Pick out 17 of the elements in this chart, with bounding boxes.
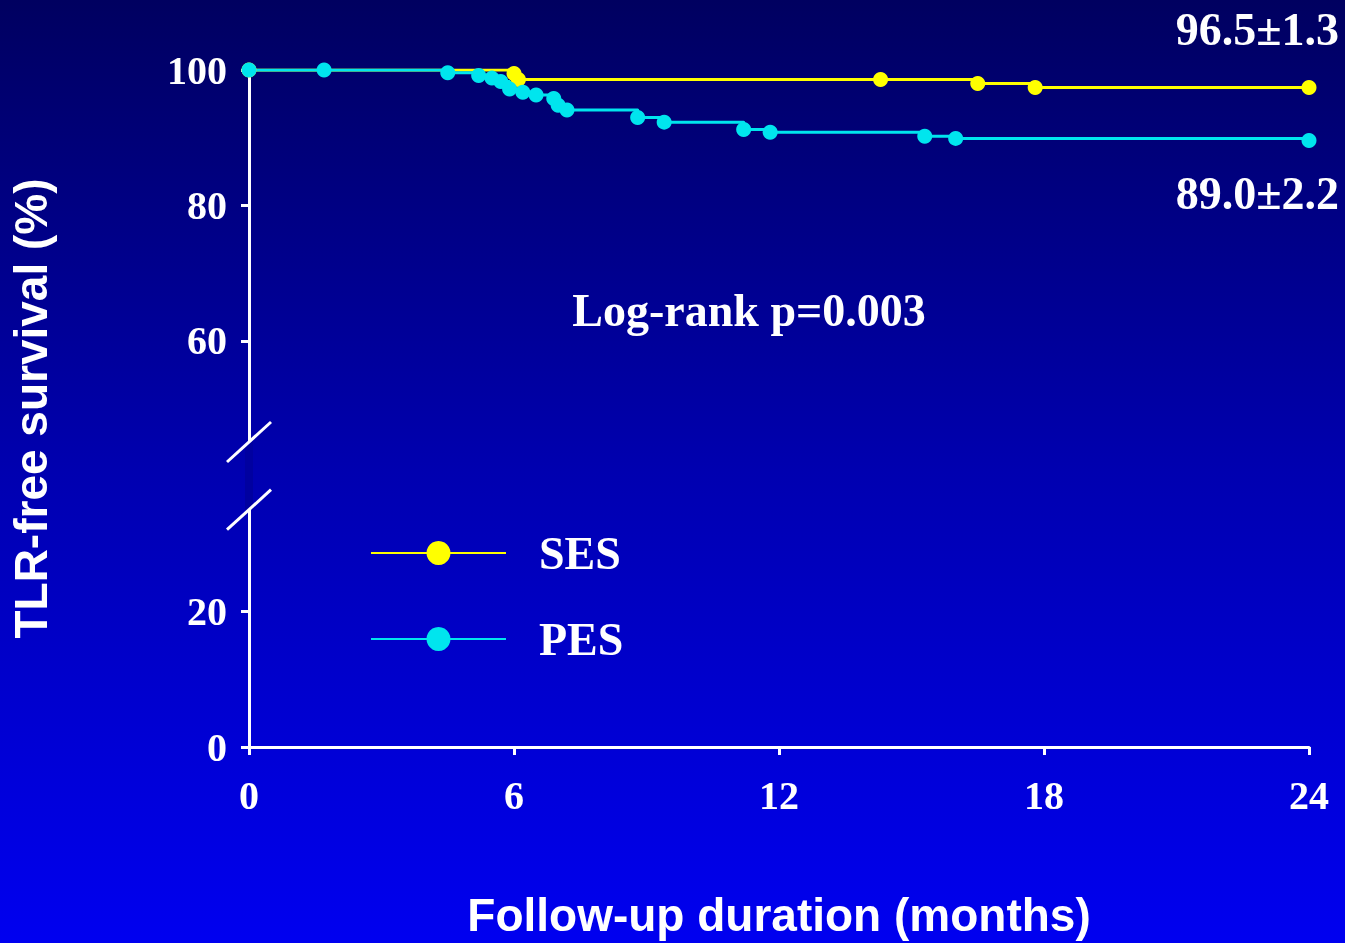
x-tick-label: 6 <box>504 772 524 818</box>
y-tick-label: 100 <box>167 47 227 93</box>
annotation: 89.0±2.2 <box>1175 167 1339 219</box>
y-tick-label: 80 <box>187 182 227 228</box>
y-tick-label: 60 <box>187 318 227 364</box>
x-tick-label: 12 <box>759 772 799 818</box>
annotation: Log-rank p=0.003 <box>572 284 926 336</box>
legend-label: SES <box>539 527 621 579</box>
annotation: 96.5±1.3 <box>1175 4 1339 56</box>
y-axis-title: TLR-free survival (%) <box>5 178 57 639</box>
y-tick-label: 0 <box>207 724 227 770</box>
legend-label: PES <box>539 613 624 665</box>
x-axis-title: Follow-up duration (months) <box>467 889 1091 941</box>
x-tick-label: 24 <box>1289 772 1329 818</box>
y-tick-label: 20 <box>187 589 227 635</box>
x-tick-label: 0 <box>239 772 259 818</box>
x-tick-label: 18 <box>1024 772 1064 818</box>
